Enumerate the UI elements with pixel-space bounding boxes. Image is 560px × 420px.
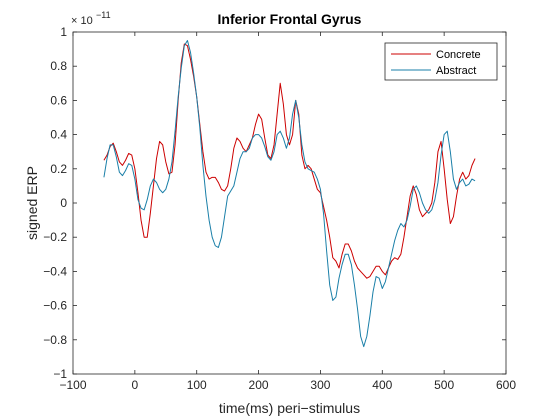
y-tick-label: 0.8: [50, 59, 67, 73]
series-line-abstract: [103, 40, 476, 348]
x-tick-label: 0: [132, 378, 139, 392]
x-tick-label: 500: [434, 378, 454, 392]
y-tick-label: 0.2: [50, 162, 67, 176]
y-exponent-multiplier: × 10 −11: [71, 10, 111, 27]
y-tick-label: 0.6: [50, 93, 67, 107]
legend: Concrete Abstract: [384, 42, 498, 81]
x-tick-label: 600: [496, 378, 516, 392]
x-tick-label: 400: [372, 378, 392, 392]
y-tick-label: −0.2: [43, 230, 67, 244]
x-tick-label: 300: [310, 378, 330, 392]
exponent-base: × 10: [71, 15, 93, 27]
y-tick-label: −0.4: [43, 264, 67, 278]
y-tick-label: −0.6: [43, 299, 67, 313]
y-axis-label: signed ERP: [24, 166, 40, 240]
y-tick-label: 0.4: [50, 128, 67, 142]
x-tick-label: −100: [59, 378, 86, 392]
y-tick-label: 0: [60, 196, 67, 210]
legend-label-abstract: Abstract: [436, 65, 476, 77]
x-tick-label: 100: [187, 378, 207, 392]
legend-label-concrete: Concrete: [436, 49, 481, 61]
y-axis-ticks: −1 −0.8 −0.6 −0.4 −0.2 0 0.2 0.4 0.6 0.8 1: [43, 25, 506, 381]
y-tick-label: −1: [53, 367, 67, 381]
x-axis-ticks: −100 0 100 200 300 400 500 600: [59, 32, 516, 392]
series-line-concrete: [103, 43, 476, 279]
y-tick-label: −0.8: [43, 333, 67, 347]
legend-box: [384, 42, 498, 81]
chart-title: Inferior Frontal Gyrus: [218, 11, 362, 27]
x-tick-label: 200: [249, 378, 269, 392]
series-layer: [103, 40, 476, 348]
y-tick-label: 1: [60, 25, 67, 39]
exponent-power: −11: [96, 10, 111, 20]
plot-area: [73, 32, 506, 374]
x-axis-label: time(ms) peri−stimulus: [219, 400, 360, 416]
